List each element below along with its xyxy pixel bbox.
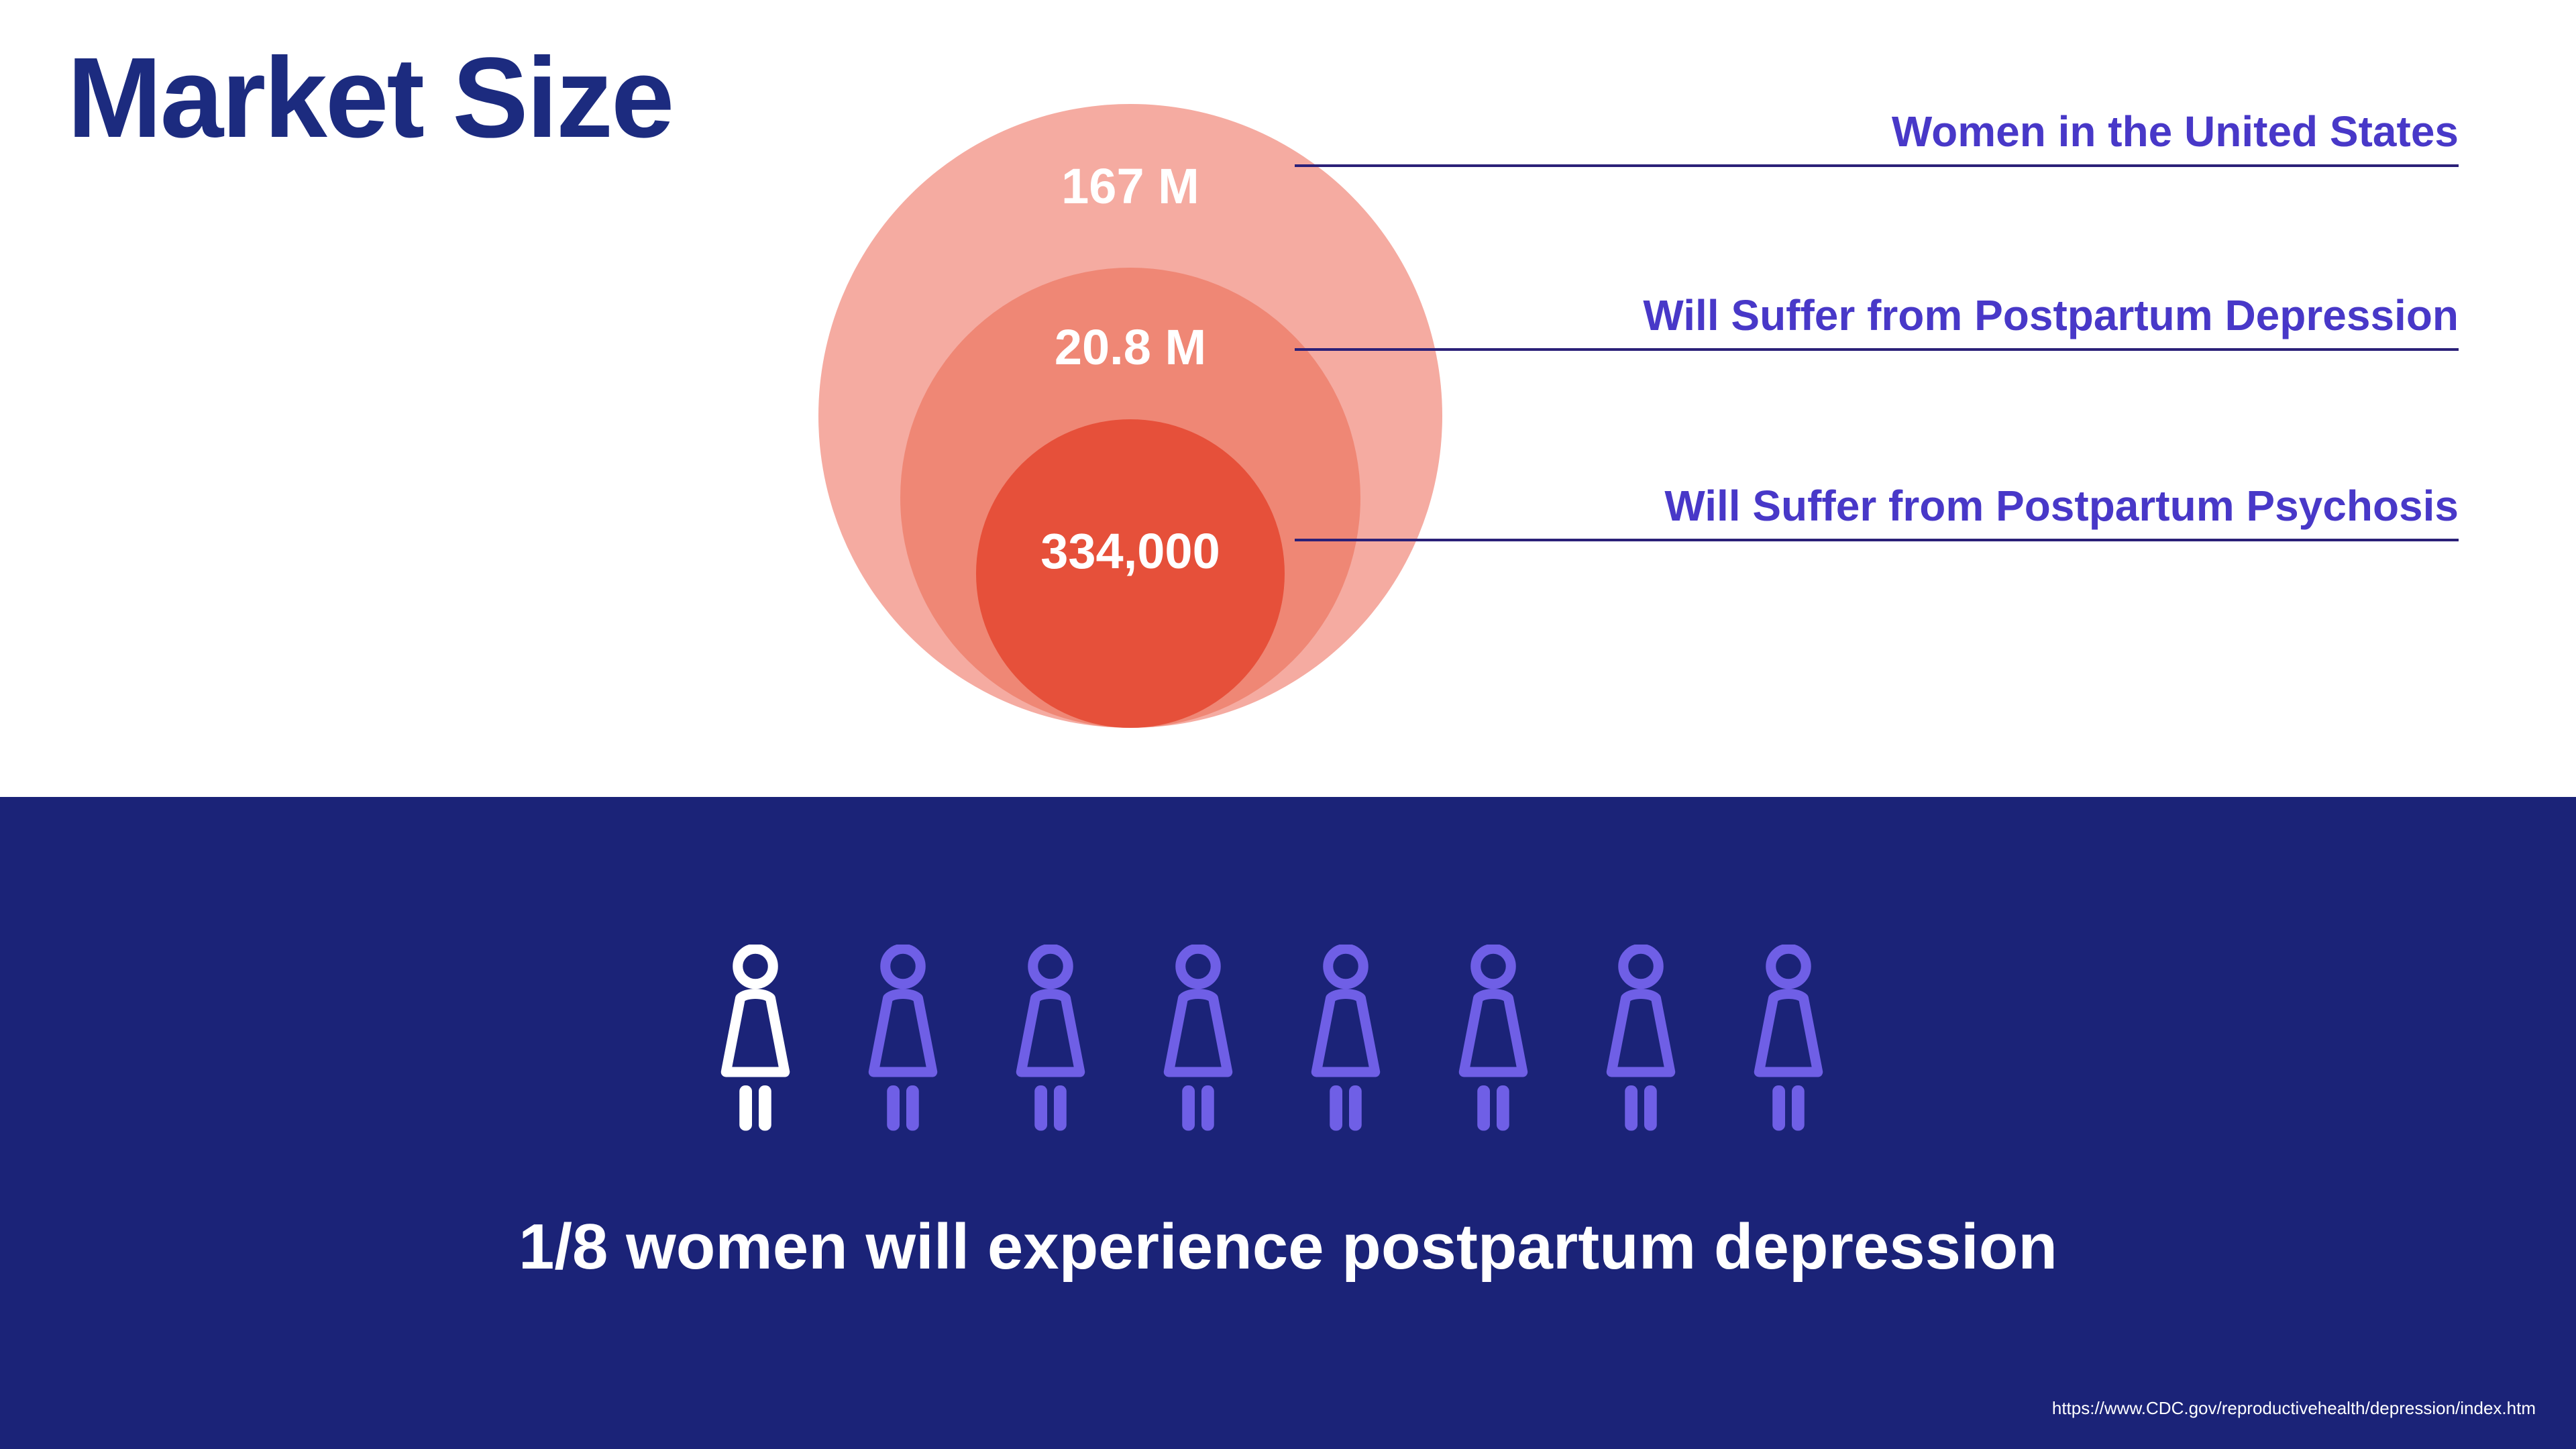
- woman-icon: [868, 945, 938, 1131]
- callout-postpartum-psychosis: Will Suffer from Postpartum Psychosis: [1295, 482, 2459, 541]
- callout-postpartum-depression: Will Suffer from Postpartum Depression: [1295, 292, 2459, 351]
- value-postpartum-psychosis: 334,000: [1040, 523, 1220, 579]
- pictogram-caption: 1/8 women will experience postpartum dep…: [518, 1211, 2057, 1283]
- woman-icon: [1606, 945, 1676, 1131]
- value-postpartum-depression: 20.8 M: [1054, 319, 1207, 375]
- callout-label: Will Suffer from Postpartum Psychosis: [1664, 482, 2459, 530]
- value-women-us: 167 M: [1061, 158, 1199, 214]
- woman-icon: [1311, 945, 1381, 1131]
- circle-postpartum-psychosis: [976, 419, 1285, 728]
- woman-icon: [1754, 945, 1823, 1131]
- pictogram-row: [708, 945, 1835, 1152]
- source-url: https://www.CDC.gov/reproductivehealth/d…: [2051, 1398, 2536, 1418]
- callout-women-us: Women in the United States: [1295, 108, 2459, 167]
- page-title: Market Size: [67, 34, 674, 162]
- woman-icon: [1016, 945, 1085, 1131]
- woman-icon: [720, 945, 790, 1131]
- woman-icon: [1458, 945, 1528, 1131]
- callout-label: Women in the United States: [1891, 107, 2459, 156]
- bottom-panel: 1/8 women will experience postpartum dep…: [0, 797, 2576, 1449]
- callout-label: Will Suffer from Postpartum Depression: [1643, 291, 2459, 339]
- woman-icon: [1163, 945, 1233, 1131]
